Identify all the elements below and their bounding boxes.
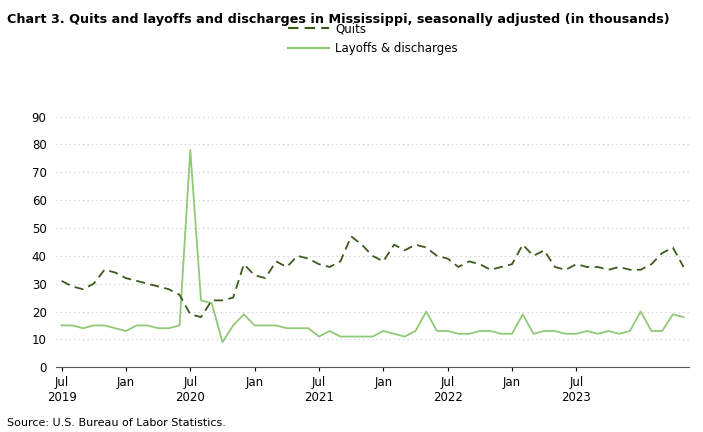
Text: Source: U.S. Bureau of Labor Statistics.: Source: U.S. Bureau of Labor Statistics. bbox=[7, 418, 226, 428]
Text: Chart 3. Quits and layoffs and discharges in Mississippi, seasonally adjusted (i: Chart 3. Quits and layoffs and discharge… bbox=[7, 13, 670, 26]
Legend: Quits, Layoffs & discharges: Quits, Layoffs & discharges bbox=[283, 17, 463, 60]
